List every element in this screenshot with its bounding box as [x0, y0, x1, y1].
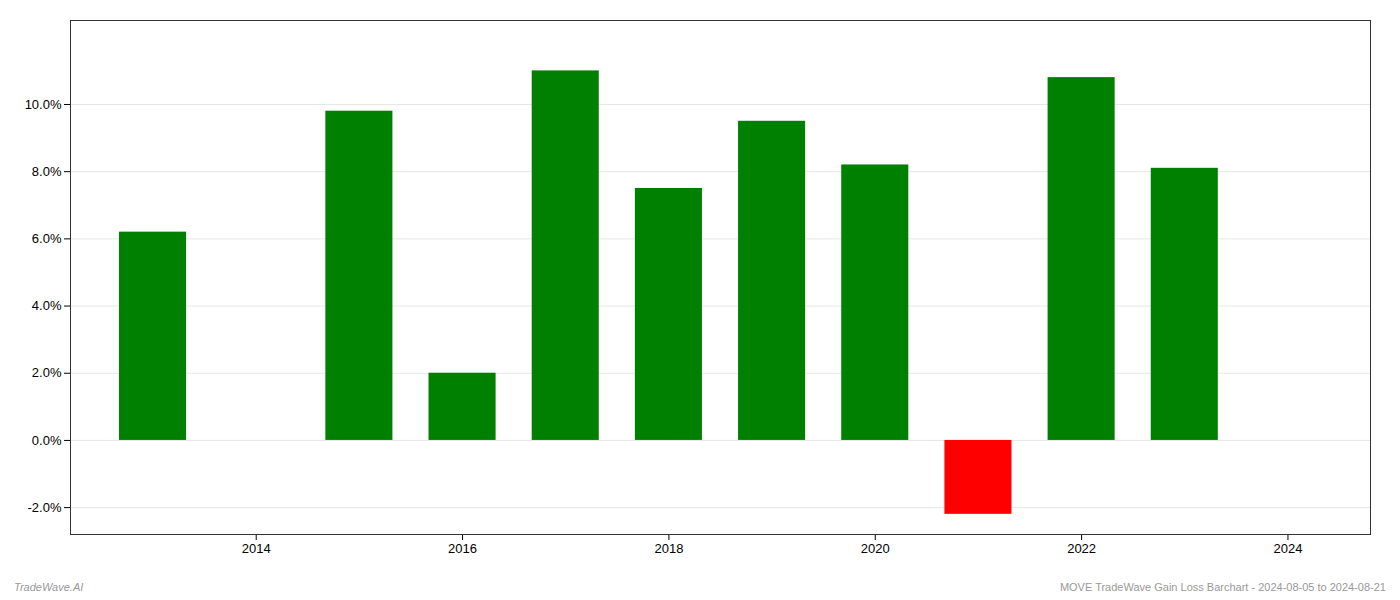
svg-text:4.0%: 4.0% — [32, 298, 62, 313]
svg-text:2018: 2018 — [654, 541, 683, 556]
svg-text:2020: 2020 — [861, 541, 890, 556]
html-text:MOVE TradeWave Gain Loss Barch: MOVE TradeWave Gain Loss Barchart - 2024… — [1059, 581, 1386, 593]
svg-text:10.0%: 10.0% — [25, 97, 62, 112]
svg-text:-2.0%: -2.0% — [28, 500, 62, 515]
svg-text:6.0%: 6.0% — [32, 231, 62, 246]
svg-text:2016: 2016 — [448, 541, 477, 556]
svg-text:8.0%: 8.0% — [32, 164, 62, 179]
svg-text:0.0%: 0.0% — [32, 433, 62, 448]
html-text:TradeWave.AI: TradeWave.AI — [14, 581, 84, 593]
svg-text:2024: 2024 — [1273, 541, 1302, 556]
svg-text:2014: 2014 — [242, 541, 271, 556]
svg-text:2.0%: 2.0% — [32, 365, 62, 380]
svg-text:2022: 2022 — [1067, 541, 1096, 556]
